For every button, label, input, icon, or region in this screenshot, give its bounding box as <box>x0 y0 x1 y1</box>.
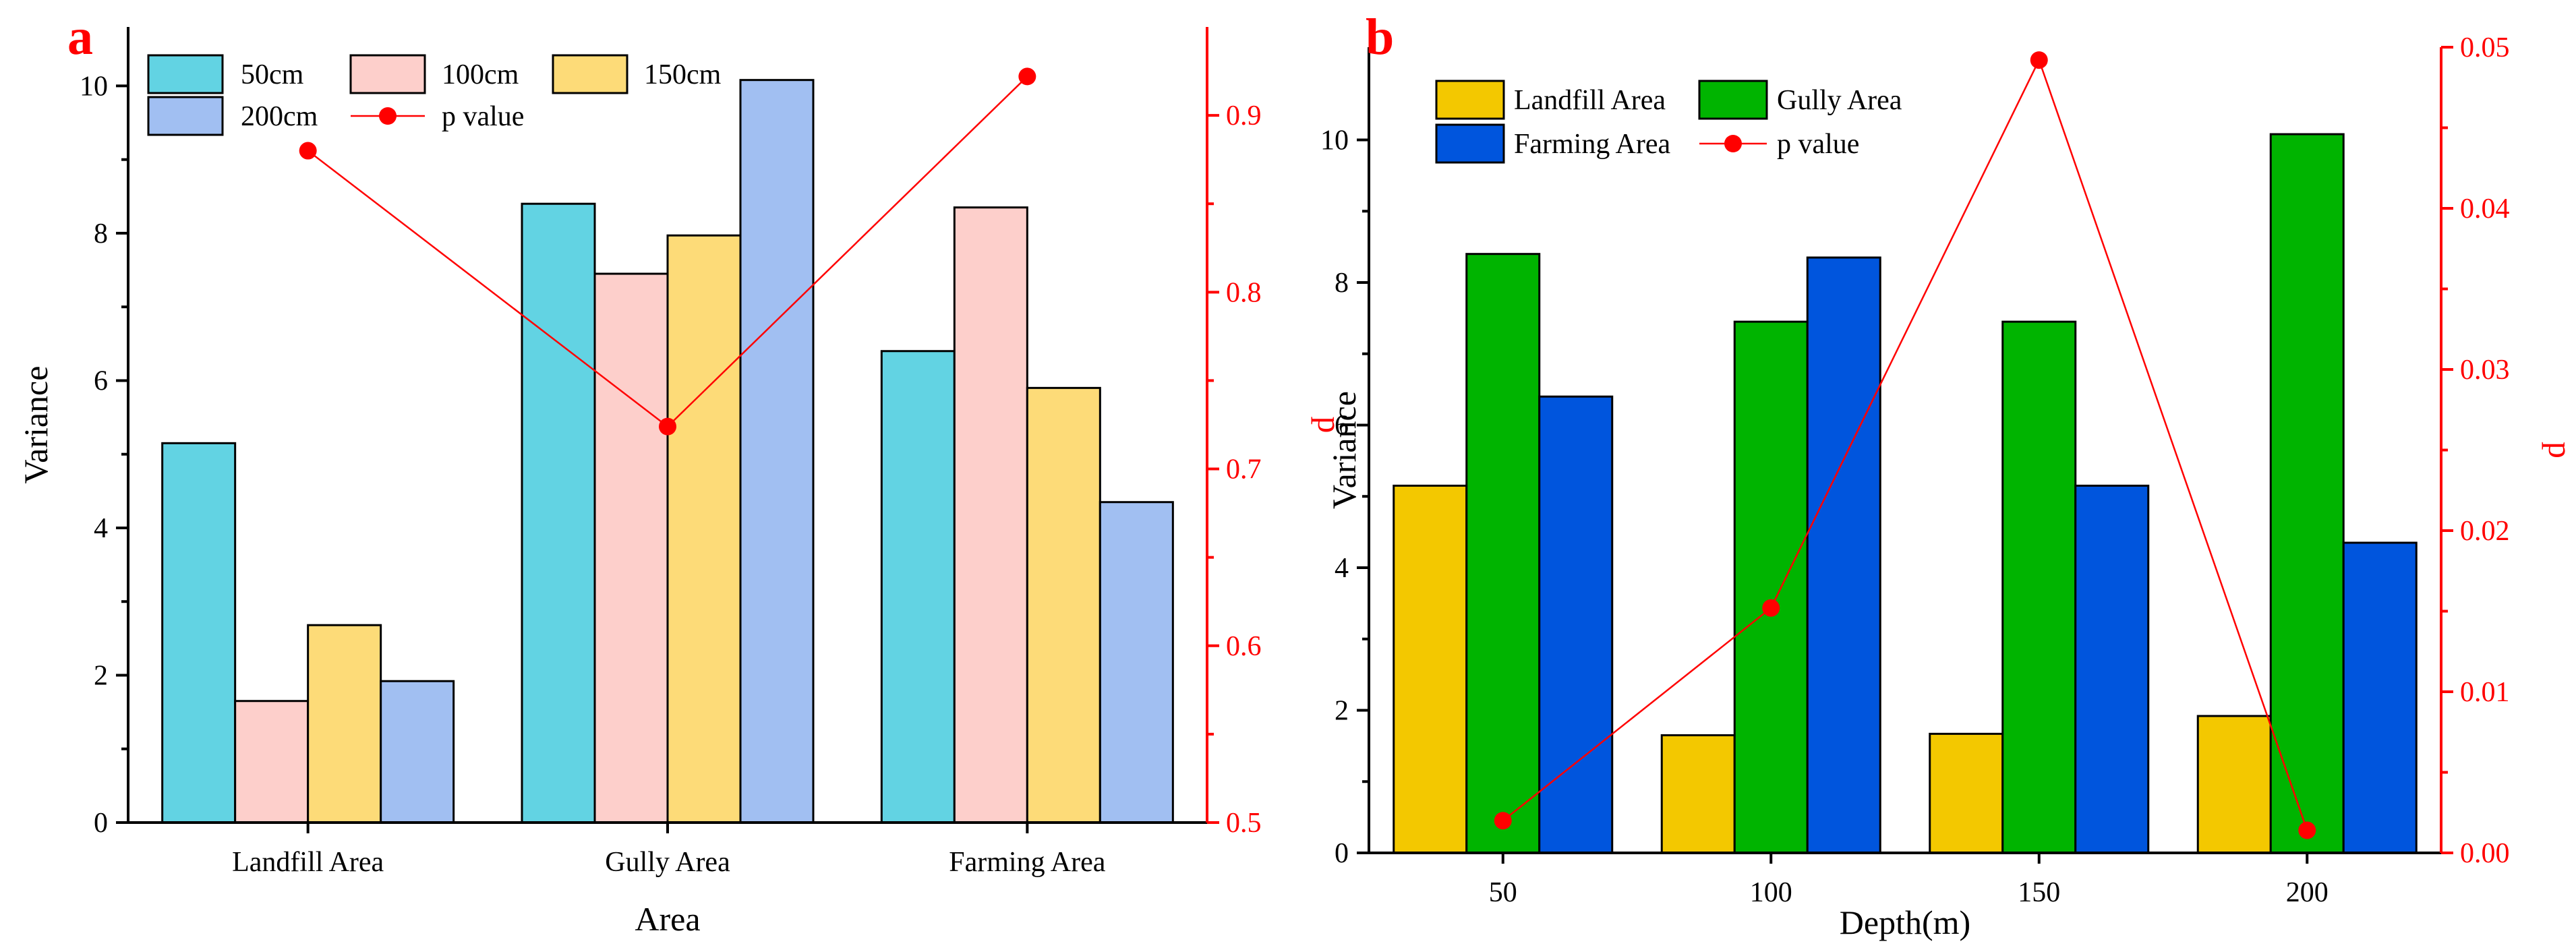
panel-b-legend-p-value-label: p value <box>1777 129 1859 160</box>
panel-a-bar-150cm-landfill-area <box>307 624 382 824</box>
panel-b-x-tick-label-150: 150 <box>2018 877 2060 908</box>
panel-a-legend-p-value-marker <box>379 107 397 125</box>
panel-b-bar-gully-area-150 <box>2001 320 2077 854</box>
panel-a-legend-label-200cm: 200cm <box>241 101 318 132</box>
panel-b-legend-swatch-gully-area <box>1698 80 1768 120</box>
panel-a-y-tick-label: 6 <box>94 365 108 396</box>
panel-b-bar-gully-area-50 <box>1465 253 1541 854</box>
panel-a-bar-50cm-landfill-area <box>161 442 237 824</box>
panel-a-y2-tick-label: 0.7 <box>1226 454 1262 485</box>
panel-b-bar-landfill-area-200 <box>2196 715 2272 854</box>
panel-a-legend-swatch-200cm <box>147 96 224 136</box>
panel-a-bar-50cm-gully-area <box>521 202 596 824</box>
panel-a-x-axis-title: Area <box>635 900 700 938</box>
panel-a-y-tick-label: 0 <box>94 808 108 839</box>
panel-b-y-tick-label: 2 <box>1335 695 1349 726</box>
panel-a-bar-200cm-landfill-area <box>380 680 455 824</box>
panel-b-y-tick-label: 10 <box>1320 125 1349 156</box>
panel-a-bar-200cm-gully-area <box>739 79 815 824</box>
panel-a-x-tick-label-farming-area: Farming Area <box>949 847 1105 878</box>
panel-b-p-value-point-50 <box>1494 812 1512 830</box>
panel-b-y2-tick-label: 0.01 <box>2460 677 2510 708</box>
panel-b-y2-tick-label: 0.05 <box>2460 32 2510 63</box>
panel-b-bar-gully-area-100 <box>1733 320 1809 854</box>
panel-a-bar-100cm-gully-area <box>593 272 669 824</box>
panel-a-x-tick-label-landfill-area: Landfill Area <box>232 847 384 878</box>
panel-b-y2-tick-label: 0.02 <box>2460 516 2510 547</box>
panel-b-legend-swatch-farming-area <box>1435 123 1505 164</box>
panel-a-label: a <box>67 9 93 65</box>
panel-a-legend-label-50cm: 50cm <box>241 59 304 90</box>
panel-b-y-tick-label: 0 <box>1335 838 1349 869</box>
panel-a-y2-tick-label: 0.8 <box>1226 277 1262 308</box>
panel-b-bar-landfill-area-50 <box>1393 484 1468 854</box>
panel-a-y2-tick-label: 0.9 <box>1226 100 1262 131</box>
panel-b-y2-axis-title: p <box>2542 442 2576 458</box>
panel-b-legend-label-landfill-area: Landfill Area <box>1514 85 1666 116</box>
panel-a-y-tick-label: 2 <box>94 660 108 691</box>
panel-a-legend-swatch-50cm <box>147 54 224 94</box>
panel-b-bar-farming-area-150 <box>2074 484 2150 854</box>
panel-b-y2-tick-label: 0.03 <box>2460 355 2510 386</box>
panel-b-y2-tick-label: 0.00 <box>2460 838 2510 869</box>
panel-b-bar-gully-area-200 <box>2269 133 2345 854</box>
panel-a-p-value-point-farming-area <box>1018 67 1036 86</box>
panel-a-legend-label-100cm: 100cm <box>442 59 519 90</box>
panel-b-legend-swatch-landfill-area <box>1435 80 1505 120</box>
panel-b-x-tick-label-50: 50 <box>1489 877 1517 908</box>
panel-b-x-tick-label-100: 100 <box>1750 877 1792 908</box>
panel-a-p-value-point-landfill-area <box>299 142 317 160</box>
panel-b-label: b <box>1366 9 1394 65</box>
panel-a-y-tick-label: 4 <box>94 513 108 544</box>
panel-b-y-axis-title: Variance <box>1325 391 1363 509</box>
panel-b-bar-farming-area-100 <box>1806 256 1881 854</box>
panel-a-bar-200cm-farming-area <box>1099 501 1174 824</box>
panel-a-p-value-point-gully-area <box>659 417 676 436</box>
panel-b-bar-farming-area-200 <box>2342 541 2418 854</box>
panel-a-chart: 0 2 4 6 8 10 0.5 0.6 0.7 0.8 0.9 Landfill Area Gully… <box>17 9 1349 938</box>
panel-b-legend-p-value-marker <box>1724 135 1742 152</box>
panel-b-y-tick-label: 8 <box>1335 268 1349 299</box>
panel-a-bar-50cm-farming-area <box>880 350 956 824</box>
panel-a-bar-100cm-landfill-area <box>234 700 310 824</box>
panel-a-y-tick-label: 10 <box>80 71 108 102</box>
panel-b-legend-label-farming-area: Farming Area <box>1514 129 1670 160</box>
panel-a-y2-axis-title: p <box>1311 417 1349 434</box>
panel-a-bar-150cm-farming-area <box>1026 386 1101 824</box>
panel-b-bar-landfill-area-100 <box>1660 734 1736 854</box>
panel-b-y-tick-label: 4 <box>1335 553 1349 584</box>
panel-a-y2-tick-label: 0.6 <box>1226 631 1262 662</box>
panel-b-bar-landfill-area-150 <box>1929 732 2004 854</box>
panel-a-y-tick-label: 8 <box>94 218 108 249</box>
panel-a-legend-swatch-100cm <box>349 54 426 94</box>
panel-b-p-value-point-200 <box>2298 821 2316 839</box>
panel-a-x-tick-label-gully-area: Gully Area <box>605 847 730 878</box>
panel-b-p-value-point-150 <box>2030 51 2048 69</box>
panel-b-x-axis-title: Depth(m) <box>1840 903 1970 941</box>
panel-b-legend-label-gully-area: Gully Area <box>1777 85 1902 116</box>
panel-a-bar-150cm-gully-area <box>666 234 742 824</box>
panel-b-y-tick-label: 6 <box>1335 410 1349 441</box>
panel-b-bar-farming-area-50 <box>1538 395 1614 854</box>
panel-b-p-value-point-100 <box>1762 599 1780 617</box>
panel-a-legend-p-value-label: p value <box>442 101 524 132</box>
panel-a-y-axis-title: Variance <box>17 366 55 484</box>
panel-a-y2-tick-label: 0.5 <box>1226 808 1262 839</box>
panel-b-p-value-line <box>1502 57 2308 831</box>
panel-b-x-tick-label-200: 200 <box>2286 877 2329 908</box>
panel-b-y2-tick-label: 0.04 <box>2460 194 2510 225</box>
panel-a-legend-swatch-150cm <box>552 54 628 94</box>
panel-b-chart: 0 2 4 6 8 10 0.00 0.01 0.02 0.03 0.04 0.05 50 100 150 2… <box>1320 9 2576 941</box>
panel-a-bar-100cm-farming-area <box>953 206 1028 824</box>
panel-a-legend-label-150cm: 150cm <box>644 59 722 90</box>
